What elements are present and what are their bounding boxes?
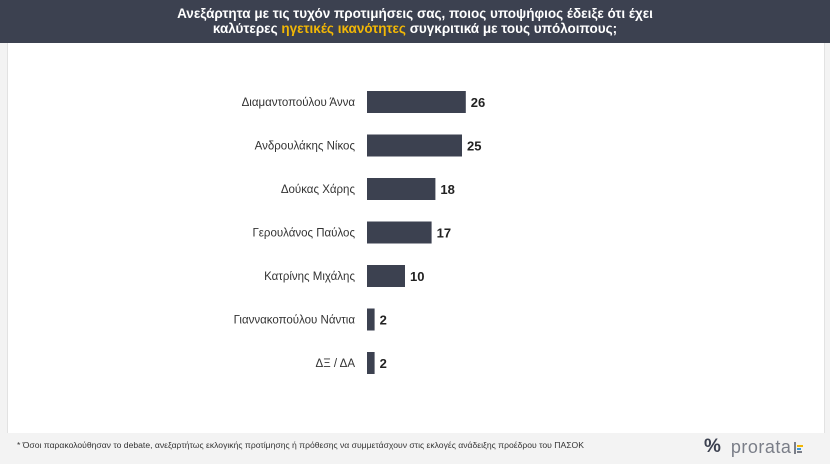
bar <box>367 221 432 244</box>
title-line-2-start: καλύτερες <box>212 21 282 36</box>
category-label: Ανδρουλάκης Νίκος <box>255 141 356 153</box>
chart-title: Ανεξάρτητα με τις τυχόν προτιμήσεις σας,… <box>0 0 830 43</box>
title-highlight: ηγετικές ικανότητες <box>281 21 406 36</box>
category-label: ΔΞ / ΔΑ <box>316 358 356 370</box>
data-label: 18 <box>440 182 454 197</box>
title-line-1: Ανεξάρτητα με τις τυχόν προτιμήσεις σας,… <box>177 6 653 21</box>
bar <box>367 91 466 113</box>
brand-name: prorata <box>730 436 792 457</box>
brand-logo: % prorata <box>704 436 804 458</box>
bar <box>367 265 405 287</box>
category-label: Διαμαντοπούλου Άννα <box>242 97 356 109</box>
category-label: Γερουλάνος Παύλος <box>252 228 355 240</box>
title-line-2: καλύτερες ηγετικές ικανότητες συγκριτικά… <box>0 21 830 36</box>
data-label: 10 <box>410 269 424 284</box>
bar <box>367 134 462 157</box>
percent-icon: % <box>704 436 721 457</box>
bar <box>367 178 436 200</box>
bar <box>367 308 375 331</box>
data-label: 2 <box>380 313 387 328</box>
bars-icon <box>794 442 804 454</box>
category-label: Κατρίνης Μιχάλης <box>264 271 355 283</box>
footer <box>0 433 830 464</box>
bar-chart: Διαμαντοπούλου Άννα 26 Ανδρουλάκης Νίκος 25… <box>234 91 485 374</box>
category-label: Γιαννακοπούλου Νάντια <box>234 315 356 327</box>
footnote: * Όσοι παρακολούθησαν το debate, ανεξαρτ… <box>17 440 584 450</box>
title-line-2-end: συγκριτικά με τους υπόλοιπους; <box>405 21 618 36</box>
data-label: 26 <box>471 95 485 110</box>
chart-panel: Διαμαντοπούλου Άννα 26 Ανδρουλάκης Νίκος 25… <box>7 43 825 433</box>
data-label: 25 <box>467 139 481 154</box>
bar <box>367 352 375 374</box>
category-label: Δούκας Χάρης <box>281 184 356 196</box>
data-label: 2 <box>380 356 387 371</box>
data-label: 17 <box>437 226 451 241</box>
